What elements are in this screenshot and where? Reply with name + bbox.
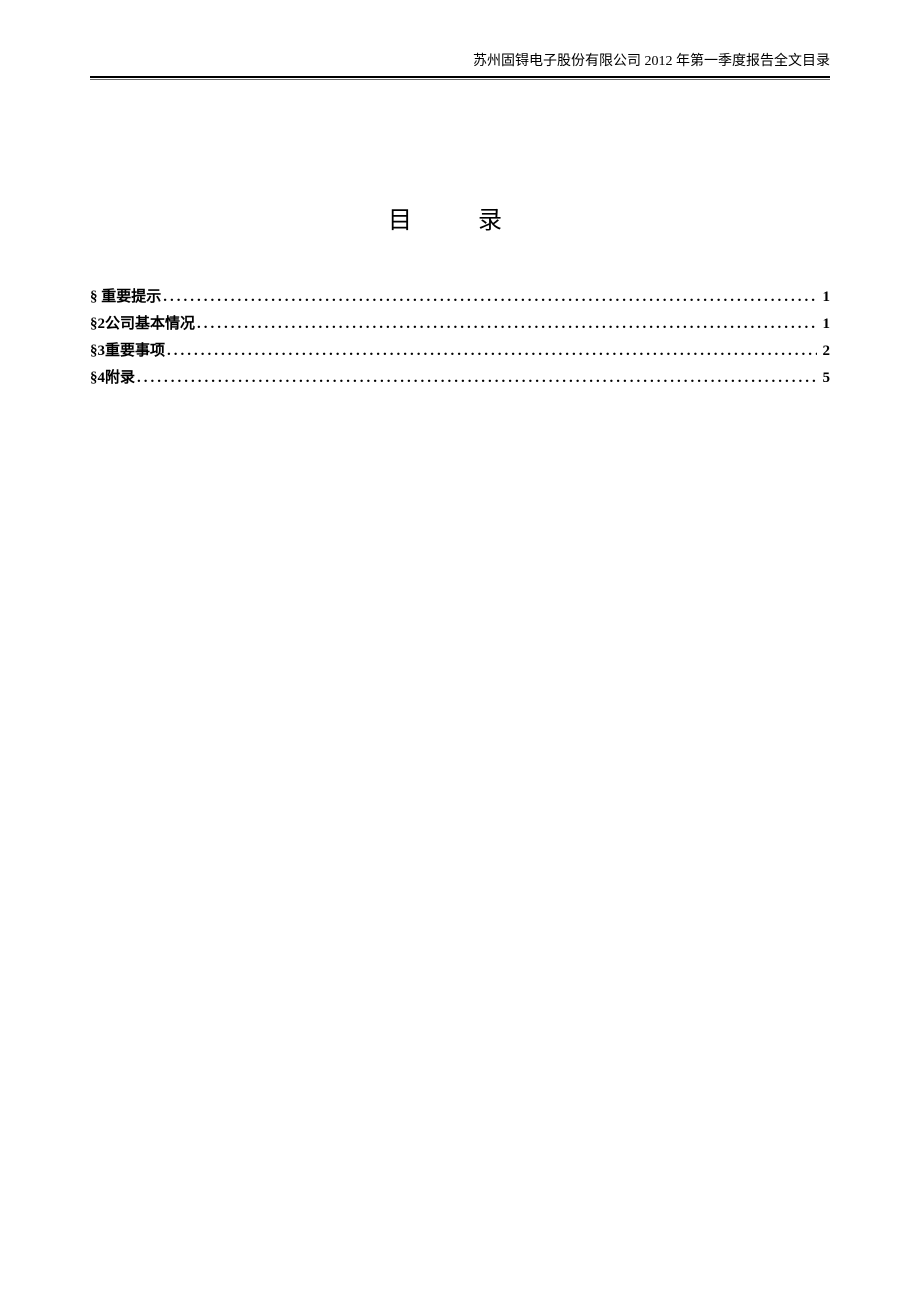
page-header: 苏州固锝电子股份有限公司 2012 年第一季度报告全文目录 [90,50,830,78]
toc-item-label: §2公司基本情况 [90,312,195,333]
toc-item: §3重要事项 2 [90,339,830,360]
toc-title: 目 录 [90,200,830,235]
toc-item: §4附录 5 [90,366,830,387]
toc-item-page: 2 [819,343,831,360]
header-underline [90,79,830,80]
toc-list: § 重要提示 1 §2公司基本情况 1 §3重要事项 2 §4附录 5 [90,285,830,387]
page-container: 苏州固锝电子股份有限公司 2012 年第一季度报告全文目录 目 录 § 重要提示… [0,0,920,387]
header-text: 苏州固锝电子股份有限公司 2012 年第一季度报告全文目录 [473,54,830,69]
toc-dots [137,370,816,387]
toc-item-page: 5 [819,370,831,387]
toc-item-label: §4附录 [90,366,135,387]
toc-item-label: § 重要提示 [90,285,161,306]
toc-item-label: §3重要事项 [90,339,165,360]
toc-dots [197,316,816,333]
toc-item-page: 1 [819,316,831,333]
toc-item-page: 1 [819,289,831,306]
toc-dots [163,289,816,306]
toc-dots [167,343,816,360]
toc-item: § 重要提示 1 [90,285,830,306]
toc-item: §2公司基本情况 1 [90,312,830,333]
